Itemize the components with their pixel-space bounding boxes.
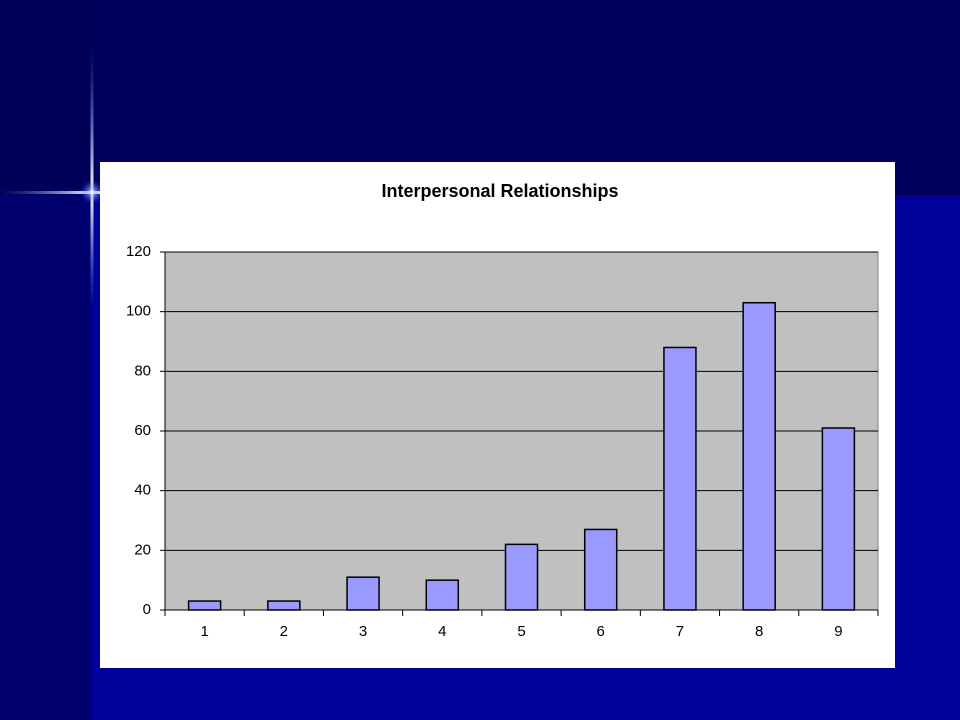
y-tick-label: 40 [134, 482, 151, 499]
bar [742, 301, 776, 611]
corner-band [0, 0, 92, 195]
plot: 0 20 40 60 80 100 120 1 2 3 4 5 6 7 8 9 [126, 243, 879, 640]
x-tick-label: 1 [200, 623, 208, 640]
x-tick-label: 9 [834, 623, 842, 640]
y-tick-label: 60 [134, 422, 151, 439]
bar [583, 528, 618, 611]
bar [187, 600, 222, 611]
y-tick-label: 80 [134, 362, 151, 379]
y-tick-label: 20 [134, 541, 151, 558]
x-tick-label: 8 [755, 623, 763, 640]
bar [504, 543, 539, 611]
bar [267, 600, 301, 611]
bar [425, 579, 460, 611]
x-tick-label: 5 [517, 623, 525, 640]
x-tick-label: 3 [359, 623, 367, 640]
y-tick-label: 120 [126, 243, 151, 260]
x-tick-label: 4 [438, 623, 446, 640]
bar [663, 346, 697, 611]
flare-beam [0, 191, 100, 194]
bar [821, 427, 856, 611]
x-tick-label: 2 [280, 623, 288, 640]
y-tick-label: 100 [126, 303, 151, 320]
y-tick-label: 0 [143, 601, 151, 618]
x-tick-label: 6 [597, 623, 605, 640]
chart-title: Interpersonal Relationships [381, 181, 618, 201]
x-tick-label: 7 [676, 623, 684, 640]
bar [346, 576, 380, 611]
flare [80, 180, 104, 204]
